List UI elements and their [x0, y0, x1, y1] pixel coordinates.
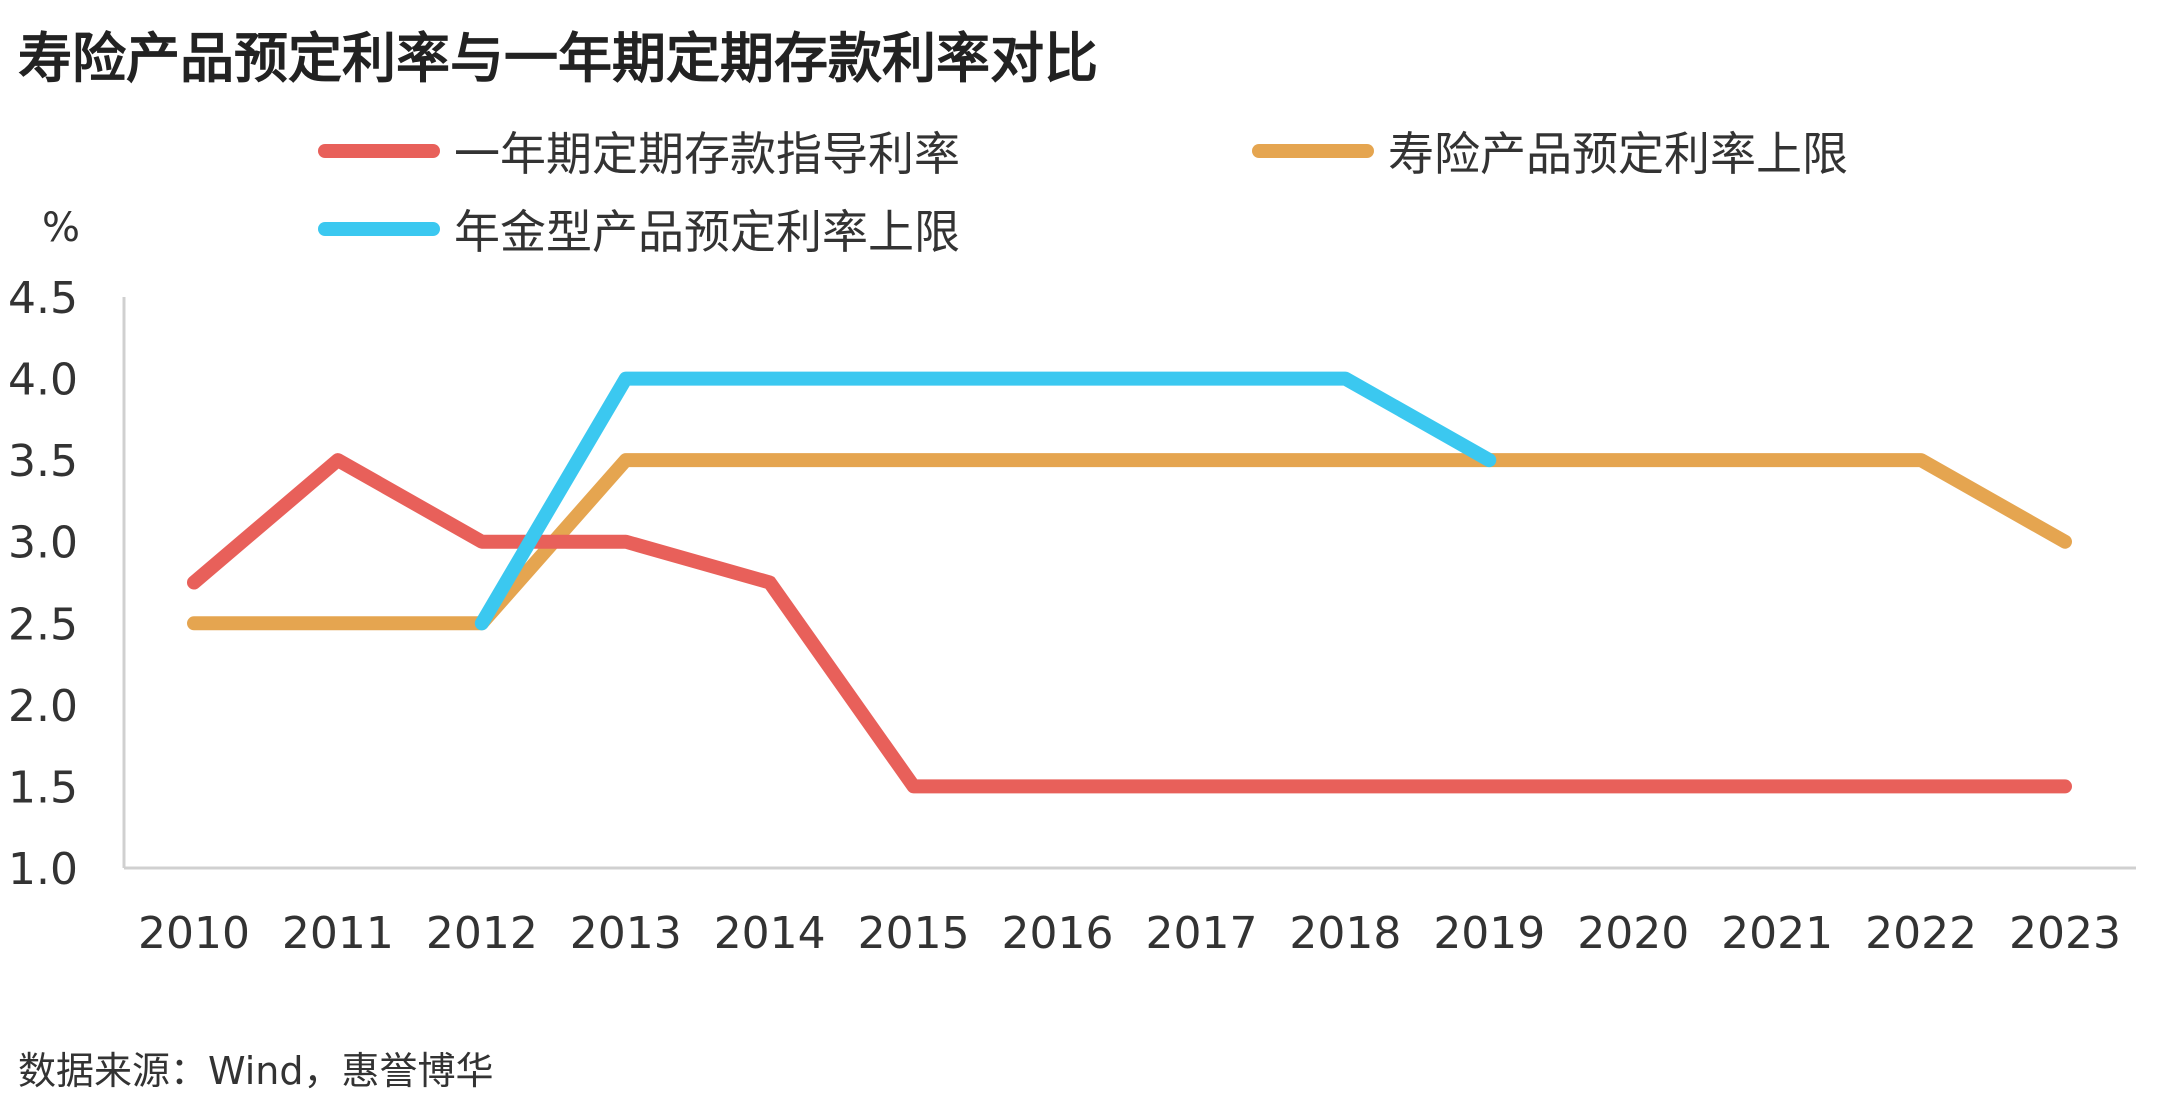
- x-tick-label: 2016: [1002, 908, 1114, 959]
- source-note: 数据来源：Wind，惠誉博华: [18, 1049, 494, 1093]
- x-tick-label: 2018: [1289, 908, 1401, 959]
- legend-label-annuity-rate: 年金型产品预定利率上限: [454, 205, 960, 259]
- y-tick-label: 1.5: [8, 762, 78, 813]
- y-tick-label: 1.0: [8, 844, 78, 895]
- x-tick-label: 2010: [138, 908, 250, 959]
- y-axis-unit-label: %: [42, 205, 81, 251]
- legend-swatch-deposit-rate: [318, 144, 440, 158]
- x-tick-labels: 2010 2011 2012 2013 2014 2015 2016 2017 2018 2019…: [138, 908, 2121, 959]
- x-tick-label: 2023: [2009, 908, 2121, 959]
- series-line-annuity-rate: [474, 371, 1497, 631]
- legend-item-annuity-rate: 年金型产品预定利率上限: [318, 196, 960, 262]
- legend-label-deposit-rate: 一年期定期存款指导利率: [454, 127, 960, 181]
- y-tick-label: 4.0: [8, 355, 78, 406]
- y-tick-label: 2.5: [8, 599, 78, 650]
- x-tick-label: 2017: [1145, 908, 1257, 959]
- legend-label-life-insurance-rate: 寿险产品预定利率上限: [1388, 127, 1848, 181]
- y-tick-label: 4.5: [8, 273, 78, 324]
- x-tick-label: 2012: [426, 908, 538, 959]
- x-tick-label: 2015: [858, 908, 970, 959]
- x-tick-label: 2021: [1721, 908, 1833, 959]
- x-tick-label: 2020: [1577, 908, 1689, 959]
- line-chart: 1.01.52.02.53.03.54.04.5 2010 2011 2012 201…: [8, 273, 2136, 959]
- y-tick-label: 2.0: [8, 681, 78, 732]
- x-tick-label: 2013: [570, 908, 682, 959]
- y-tick-label: 3.5: [8, 436, 78, 487]
- legend-item-life-insurance-rate: 寿险产品预定利率上限: [1252, 118, 1848, 184]
- legend-swatch-annuity-rate: [318, 222, 440, 236]
- series-line-deposit-rate: [187, 453, 2072, 794]
- series-lines: [187, 371, 2072, 794]
- x-tick-label: 2022: [1865, 908, 1977, 959]
- x-tick-label: 2019: [1433, 908, 1545, 959]
- x-tick-label: 2014: [714, 908, 826, 959]
- y-tick-label: 3.0: [8, 518, 78, 569]
- legend-swatch-life-insurance-rate: [1252, 144, 1374, 158]
- chart-title: 寿险产品预定利率与一年期定期存款利率对比: [18, 27, 1098, 90]
- y-tick-labels: 1.0 1.5 2.0 2.5 3.0 3.5 4.0 4.5: [8, 273, 78, 895]
- x-tick-label: 2011: [282, 908, 394, 959]
- legend-item-deposit-rate: 一年期定期存款指导利率: [318, 118, 960, 184]
